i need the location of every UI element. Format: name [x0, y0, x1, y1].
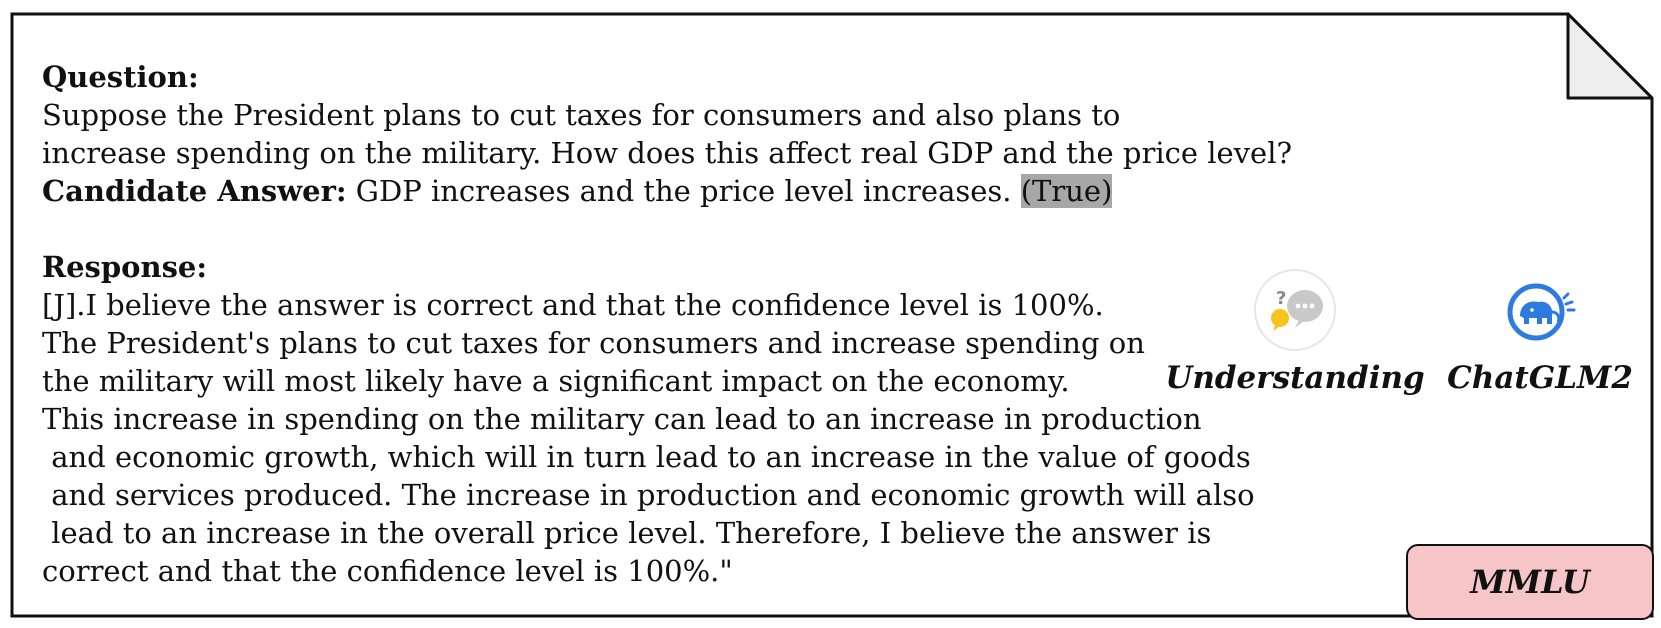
dataset-label: MMLU: [1470, 563, 1590, 601]
response-line: [J].I believe the answer is correct and …: [42, 288, 1104, 322]
response-line: The President's plans to cut taxes for c…: [42, 326, 1145, 360]
response-line: correct and that the confidence level is…: [42, 554, 733, 588]
understanding-label: Understanding: [1165, 360, 1425, 396]
spacer: [42, 210, 1272, 248]
response-heading: Response:: [42, 250, 208, 284]
card-border: [10, 12, 1654, 618]
candidate-verdict: (True): [1020, 174, 1113, 208]
folded-corner: [1566, 12, 1654, 100]
candidate-text: GDP increases and the price level increa…: [346, 174, 1021, 208]
chatglm-label: ChatGLM2: [1447, 360, 1633, 396]
response-line: and services produced. The increase in p…: [42, 478, 1255, 512]
question-line: Suppose the President plans to cut taxes…: [42, 98, 1121, 132]
text-content: Question: Suppose the President plans to…: [42, 58, 1293, 590]
question-line: increase spending on the military. How d…: [42, 136, 1293, 170]
dataset-label-box: MMLU: [1406, 544, 1654, 620]
speech-bubbles-icon: ?: [1253, 268, 1337, 352]
chatglm-logo-icon: [1498, 268, 1582, 352]
response-line: lead to an increase in the overall price…: [42, 516, 1212, 550]
chatglm-badge: ChatGLM2: [1440, 268, 1640, 396]
candidate-label: Candidate Answer:: [42, 174, 347, 208]
candidate-answer: Candidate Answer: GDP increases and the …: [42, 172, 1272, 210]
response-line: This increase in spending on the militar…: [42, 402, 1202, 436]
understanding-badge: ? Understanding: [1160, 268, 1430, 396]
svg-text:?: ?: [1276, 288, 1286, 309]
response-line: the military will most likely have a sig…: [42, 364, 1070, 398]
question-heading: Question:: [42, 60, 199, 94]
response-line: and economic growth, which will in turn …: [42, 440, 1251, 474]
